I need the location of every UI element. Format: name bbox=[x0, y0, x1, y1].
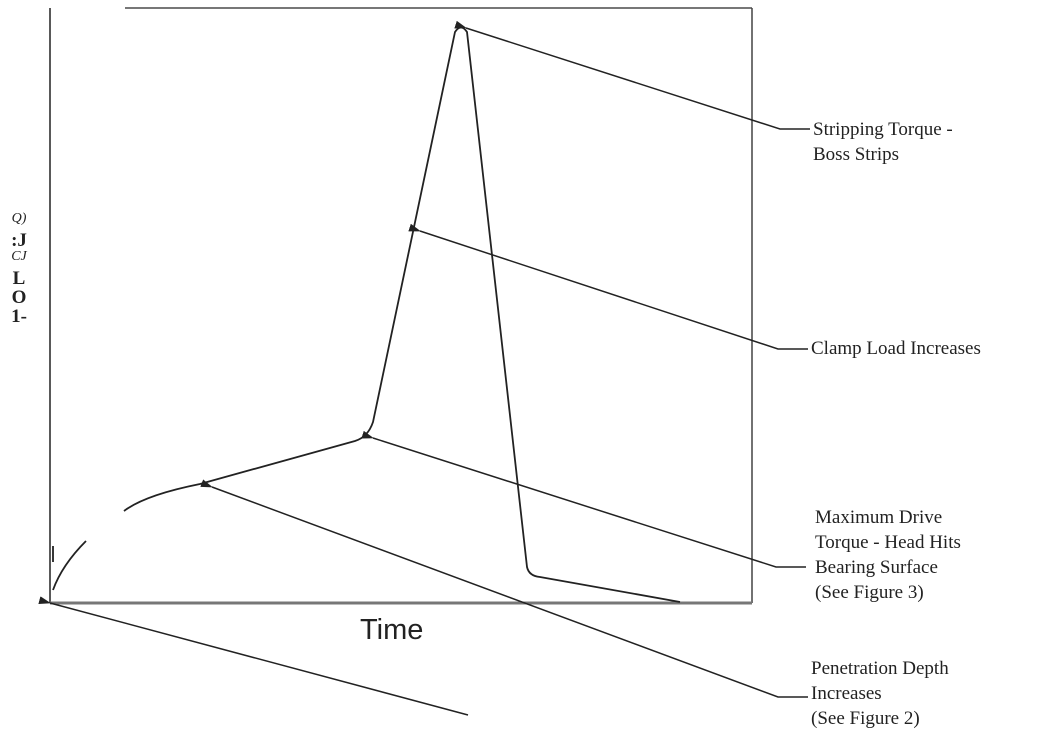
annotation-line: Boss Strips bbox=[813, 144, 900, 165]
annotation-line: Torque - Head Hits bbox=[815, 532, 961, 553]
annotation-clamp-load: Clamp Load Increases bbox=[811, 336, 981, 361]
annotation-line: Bearing Surface bbox=[815, 557, 938, 578]
annotation-line: Penetration Depth bbox=[811, 658, 949, 679]
y-axis-label-line: L bbox=[12, 268, 26, 289]
penetration-leader-arrow bbox=[200, 479, 808, 698]
annotation-stripping-torque: Stripping Torque - Boss Strips bbox=[813, 117, 953, 167]
y-axis-label: Q) :J CJ L O 1- bbox=[4, 211, 34, 327]
annotation-line: Maximum Drive bbox=[815, 507, 943, 528]
annotation-line: Increases bbox=[811, 683, 882, 704]
annotation-penetration-depth: Penetration Depth Increases (See Figure … bbox=[811, 656, 949, 731]
y-axis-label-line: Q) bbox=[11, 211, 27, 226]
stripping-leader-arrow bbox=[454, 20, 810, 130]
annotation-line: (See Figure 3) bbox=[815, 582, 924, 603]
y-axis-label-line: :J bbox=[11, 230, 27, 251]
y-axis-label-line: O bbox=[11, 287, 27, 308]
x-axis-label: Time bbox=[360, 614, 424, 646]
torque-curve bbox=[123, 26, 681, 603]
annotation-line: Clamp Load Increases bbox=[811, 338, 981, 359]
annotation-line: Stripping Torque - bbox=[813, 119, 953, 140]
origin-leader-arrow bbox=[38, 596, 469, 716]
annotation-max-drive-torque: Maximum Drive Torque - Head Hits Bearing… bbox=[815, 505, 961, 605]
clamp-leader-arrow bbox=[408, 223, 808, 350]
y-axis-label-line: CJ bbox=[11, 249, 27, 264]
annotation-line: (See Figure 2) bbox=[811, 708, 920, 729]
curve-initial bbox=[52, 540, 87, 591]
max-drive-leader-arrow bbox=[361, 430, 806, 568]
y-axis-label-line: 1- bbox=[11, 306, 27, 327]
